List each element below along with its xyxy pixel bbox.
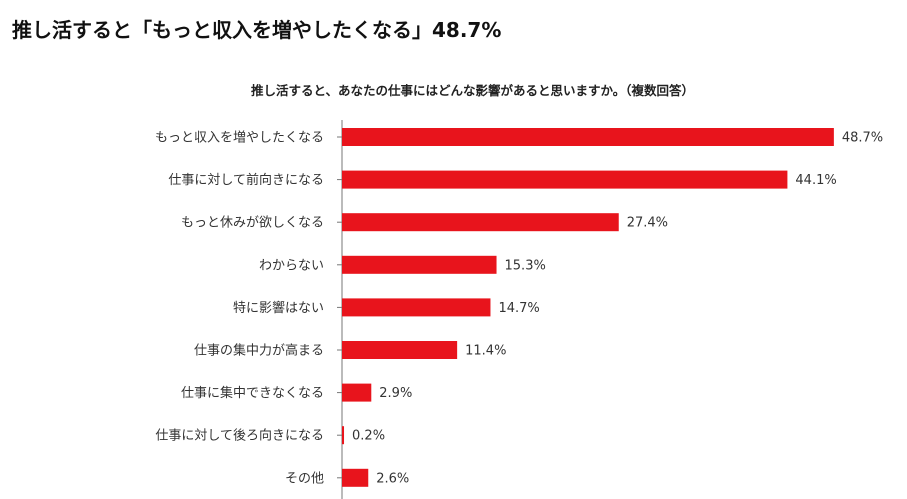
bar [342,298,491,317]
category-label: 仕事に集中できなくなる [181,385,324,401]
value-label: 27.4% [627,216,668,231]
chart-title: 推し活すると、あなたの仕事にはどんな影響があると思いますか。（複数回答） [251,83,695,98]
value-label: 0.2% [352,429,385,444]
value-label: 2.6% [376,471,409,486]
bar [342,383,372,402]
category-label: もっと収入を増やしたくなる [155,131,324,146]
category-label: わからない [259,258,324,273]
category-label: その他 [285,471,324,486]
value-label: 44.1% [795,173,836,188]
category-label: 仕事の集中力が高まる [194,343,324,359]
value-label: 48.7% [842,131,883,146]
bar [342,170,788,189]
category-label: 特に影響はない [233,300,324,316]
headline: 推し活すると「もっと収入を増やしたくなる」48.7% [12,18,502,42]
value-label: 14.7% [498,301,539,316]
value-label: 11.4% [465,344,506,359]
bar [342,341,458,359]
value-label: 15.3% [505,258,546,273]
category-label: もっと休みが欲しくなる [181,215,324,231]
bar [342,468,369,487]
bar [342,426,345,445]
category-label: 仕事に対して後ろ向きになる [155,428,324,444]
bar [342,128,834,146]
value-label: 2.9% [379,386,412,401]
bar [342,255,497,274]
category-label: 仕事に対して前向きになる [168,172,324,188]
bar [342,213,619,232]
